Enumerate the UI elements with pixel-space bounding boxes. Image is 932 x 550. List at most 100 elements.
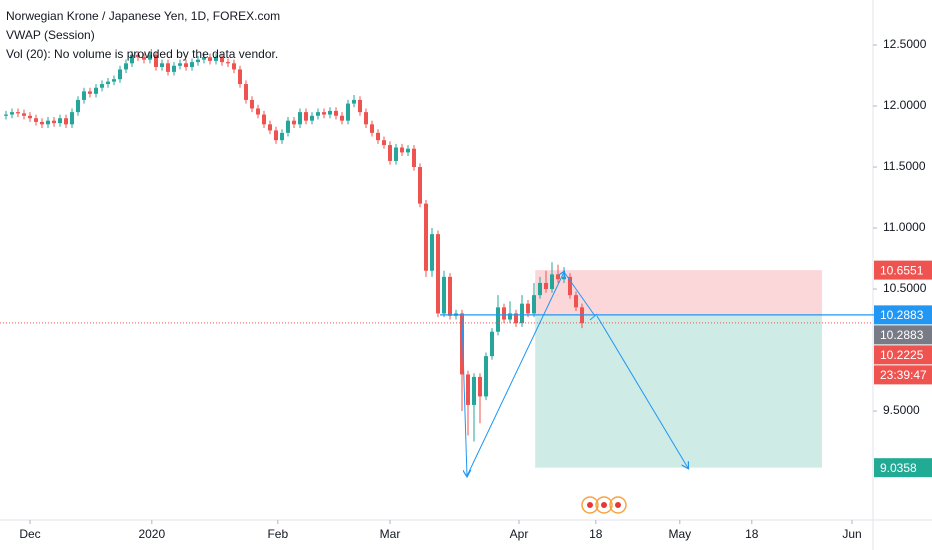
candle-body bbox=[334, 110, 338, 116]
price-label: 10.2225 bbox=[880, 348, 924, 362]
candle-body bbox=[34, 118, 38, 122]
price-label-bg bbox=[874, 260, 932, 280]
event-icon bbox=[609, 496, 627, 514]
candle-body bbox=[394, 147, 398, 161]
y-tick-label: 11.0000 bbox=[883, 220, 926, 234]
event-dot bbox=[615, 502, 621, 508]
candle-body bbox=[562, 276, 566, 280]
price-label: 10.2883 bbox=[880, 328, 924, 342]
candle-body bbox=[208, 57, 212, 61]
candle-body bbox=[274, 130, 278, 141]
candle-body bbox=[406, 148, 410, 153]
candle-body bbox=[310, 115, 314, 121]
candle-body bbox=[436, 234, 440, 314]
candle-body bbox=[442, 276, 446, 314]
candle-body bbox=[88, 91, 92, 94]
candle-body bbox=[514, 313, 518, 324]
candle-body bbox=[196, 59, 200, 63]
candle-body bbox=[28, 115, 32, 119]
candle-body bbox=[376, 132, 380, 141]
trend-arrow bbox=[466, 272, 564, 477]
chart-title: Norwegian Krone / Japanese Yen, 1D, FORE… bbox=[6, 9, 280, 23]
candle-body bbox=[190, 62, 194, 67]
price-label-bg bbox=[874, 345, 932, 365]
candle-body bbox=[226, 62, 230, 64]
candle-body bbox=[358, 99, 362, 113]
price-label-bg bbox=[874, 458, 932, 478]
candle-body bbox=[502, 307, 506, 320]
candle-body bbox=[544, 282, 548, 290]
candle-body bbox=[520, 303, 524, 324]
price-label: 10.2883 bbox=[880, 308, 924, 322]
candle-body bbox=[352, 99, 356, 104]
candle-body bbox=[172, 65, 176, 72]
candle-body bbox=[16, 112, 20, 114]
candle-body bbox=[418, 167, 422, 204]
candle-body bbox=[280, 132, 284, 141]
candle-body bbox=[160, 63, 164, 67]
candle-body bbox=[568, 276, 572, 296]
y-tick-label: 9.5000 bbox=[883, 403, 920, 417]
candle-body bbox=[142, 57, 146, 60]
candle-body bbox=[466, 374, 470, 405]
candle-body bbox=[4, 114, 8, 116]
candle-body bbox=[130, 54, 134, 64]
candle-body bbox=[316, 112, 320, 116]
candle-body bbox=[76, 99, 80, 113]
candle-body bbox=[100, 84, 104, 88]
candle-body bbox=[472, 376, 476, 405]
event-dot bbox=[587, 502, 593, 508]
candle-body bbox=[508, 313, 512, 320]
candle-body bbox=[64, 118, 68, 125]
y-tick-label: 10.5000 bbox=[883, 281, 927, 295]
candle-body bbox=[490, 331, 494, 357]
events bbox=[581, 496, 627, 514]
x-tick-label: Jun bbox=[842, 527, 861, 541]
candle-body bbox=[328, 110, 332, 115]
candle-body bbox=[388, 145, 392, 161]
candle-body bbox=[250, 99, 254, 109]
candle-body bbox=[136, 54, 140, 58]
candle-body bbox=[52, 120, 56, 124]
indicator-label: Vol (20): No volume is provided by the d… bbox=[6, 47, 278, 61]
candle-body bbox=[412, 148, 416, 168]
candle-body bbox=[118, 69, 122, 80]
candle-body bbox=[166, 63, 170, 72]
candle-body bbox=[424, 203, 428, 271]
countdown-label-bg bbox=[874, 365, 932, 385]
x-tick-label: Mar bbox=[380, 527, 401, 541]
candle-body bbox=[154, 54, 158, 67]
candle-body bbox=[526, 303, 530, 314]
candle-body bbox=[286, 120, 290, 133]
trend-line bbox=[563, 271, 596, 317]
candle-body bbox=[124, 63, 128, 70]
x-tick-label: Apr bbox=[510, 527, 529, 541]
candle-body bbox=[460, 313, 464, 375]
candle-body bbox=[10, 112, 14, 115]
candle-body bbox=[478, 376, 482, 397]
candle-body bbox=[382, 140, 386, 146]
candle-body bbox=[400, 147, 404, 153]
x-tick-label: 18 bbox=[745, 527, 759, 541]
candle-body bbox=[94, 87, 98, 94]
candle-body bbox=[298, 112, 302, 125]
candle-body bbox=[574, 295, 578, 308]
target-zone bbox=[535, 314, 822, 468]
event-dot bbox=[601, 502, 607, 508]
candle-body bbox=[40, 121, 44, 125]
x-tick-label: May bbox=[668, 527, 691, 541]
candle-body bbox=[70, 112, 74, 125]
y-tick-label: 12.5000 bbox=[883, 37, 927, 51]
x-tick-label: 2020 bbox=[138, 527, 165, 541]
countdown-label: 23:39:47 bbox=[880, 368, 927, 382]
price-label-bg bbox=[874, 325, 932, 345]
candle-body bbox=[244, 84, 248, 100]
x-tick-label: 18 bbox=[589, 527, 603, 541]
event-icon bbox=[595, 496, 613, 514]
candle-body bbox=[262, 114, 266, 125]
candle-body bbox=[106, 81, 110, 85]
candle-body bbox=[550, 274, 554, 290]
candle-body bbox=[184, 63, 188, 67]
candle-body bbox=[178, 63, 182, 66]
candle-body bbox=[322, 112, 326, 115]
